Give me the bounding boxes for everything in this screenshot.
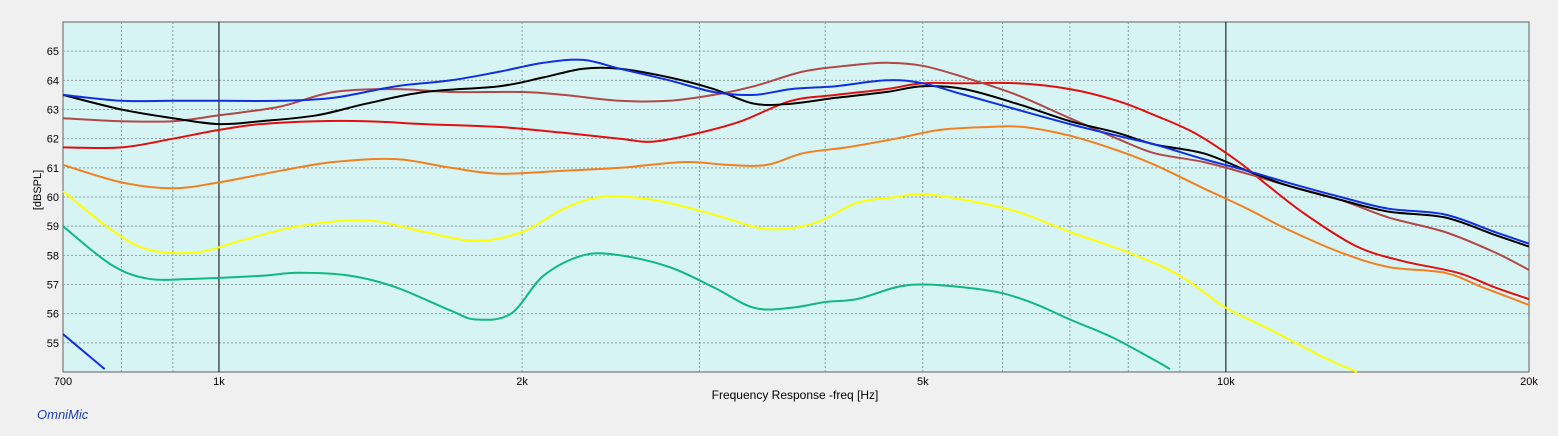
x-tick-label: 700: [54, 376, 72, 388]
y-tick-label: 63: [47, 105, 59, 117]
omnimic-logo-text: OmniMic: [37, 407, 89, 422]
series-line-2: [62, 190, 1358, 373]
y-tick-label: 62: [47, 134, 59, 146]
y-tick-label: 59: [47, 221, 59, 233]
y-tick-label: 64: [47, 75, 59, 87]
series-line-6: [62, 66, 1530, 248]
y-tick-label: 60: [47, 192, 59, 204]
x-tick-label: 1k: [213, 376, 225, 388]
series-line-4: [62, 81, 1530, 301]
x-tick-label: 10k: [1217, 376, 1235, 388]
series-line-1: [62, 225, 1171, 370]
y-tick-label: 55: [47, 338, 59, 350]
series-line-7: [62, 58, 1530, 245]
y-tick-label: 58: [47, 250, 59, 262]
x-tick-label: 20k: [1520, 376, 1538, 388]
x-axis-label: Frequency Response -freq [Hz]: [712, 388, 879, 402]
grid: [63, 22, 1529, 372]
series-layer: [62, 58, 1530, 373]
series-line-8: [62, 333, 106, 370]
y-axis-label: [dBSPL]: [32, 170, 44, 210]
y-tick-label: 65: [47, 46, 59, 58]
series-line-3: [62, 125, 1530, 306]
y-tick-label: 56: [47, 309, 59, 321]
y-tick-label: 61: [47, 163, 59, 175]
x-tick-label: 2k: [516, 376, 528, 388]
x-tick-label: 5k: [917, 376, 929, 388]
tick-labels: 55 56 57 58 59 60 61 62 63 64 65 700 1k 2k 5k 10k 20k: [47, 46, 1539, 388]
y-tick-label: 57: [47, 280, 59, 292]
